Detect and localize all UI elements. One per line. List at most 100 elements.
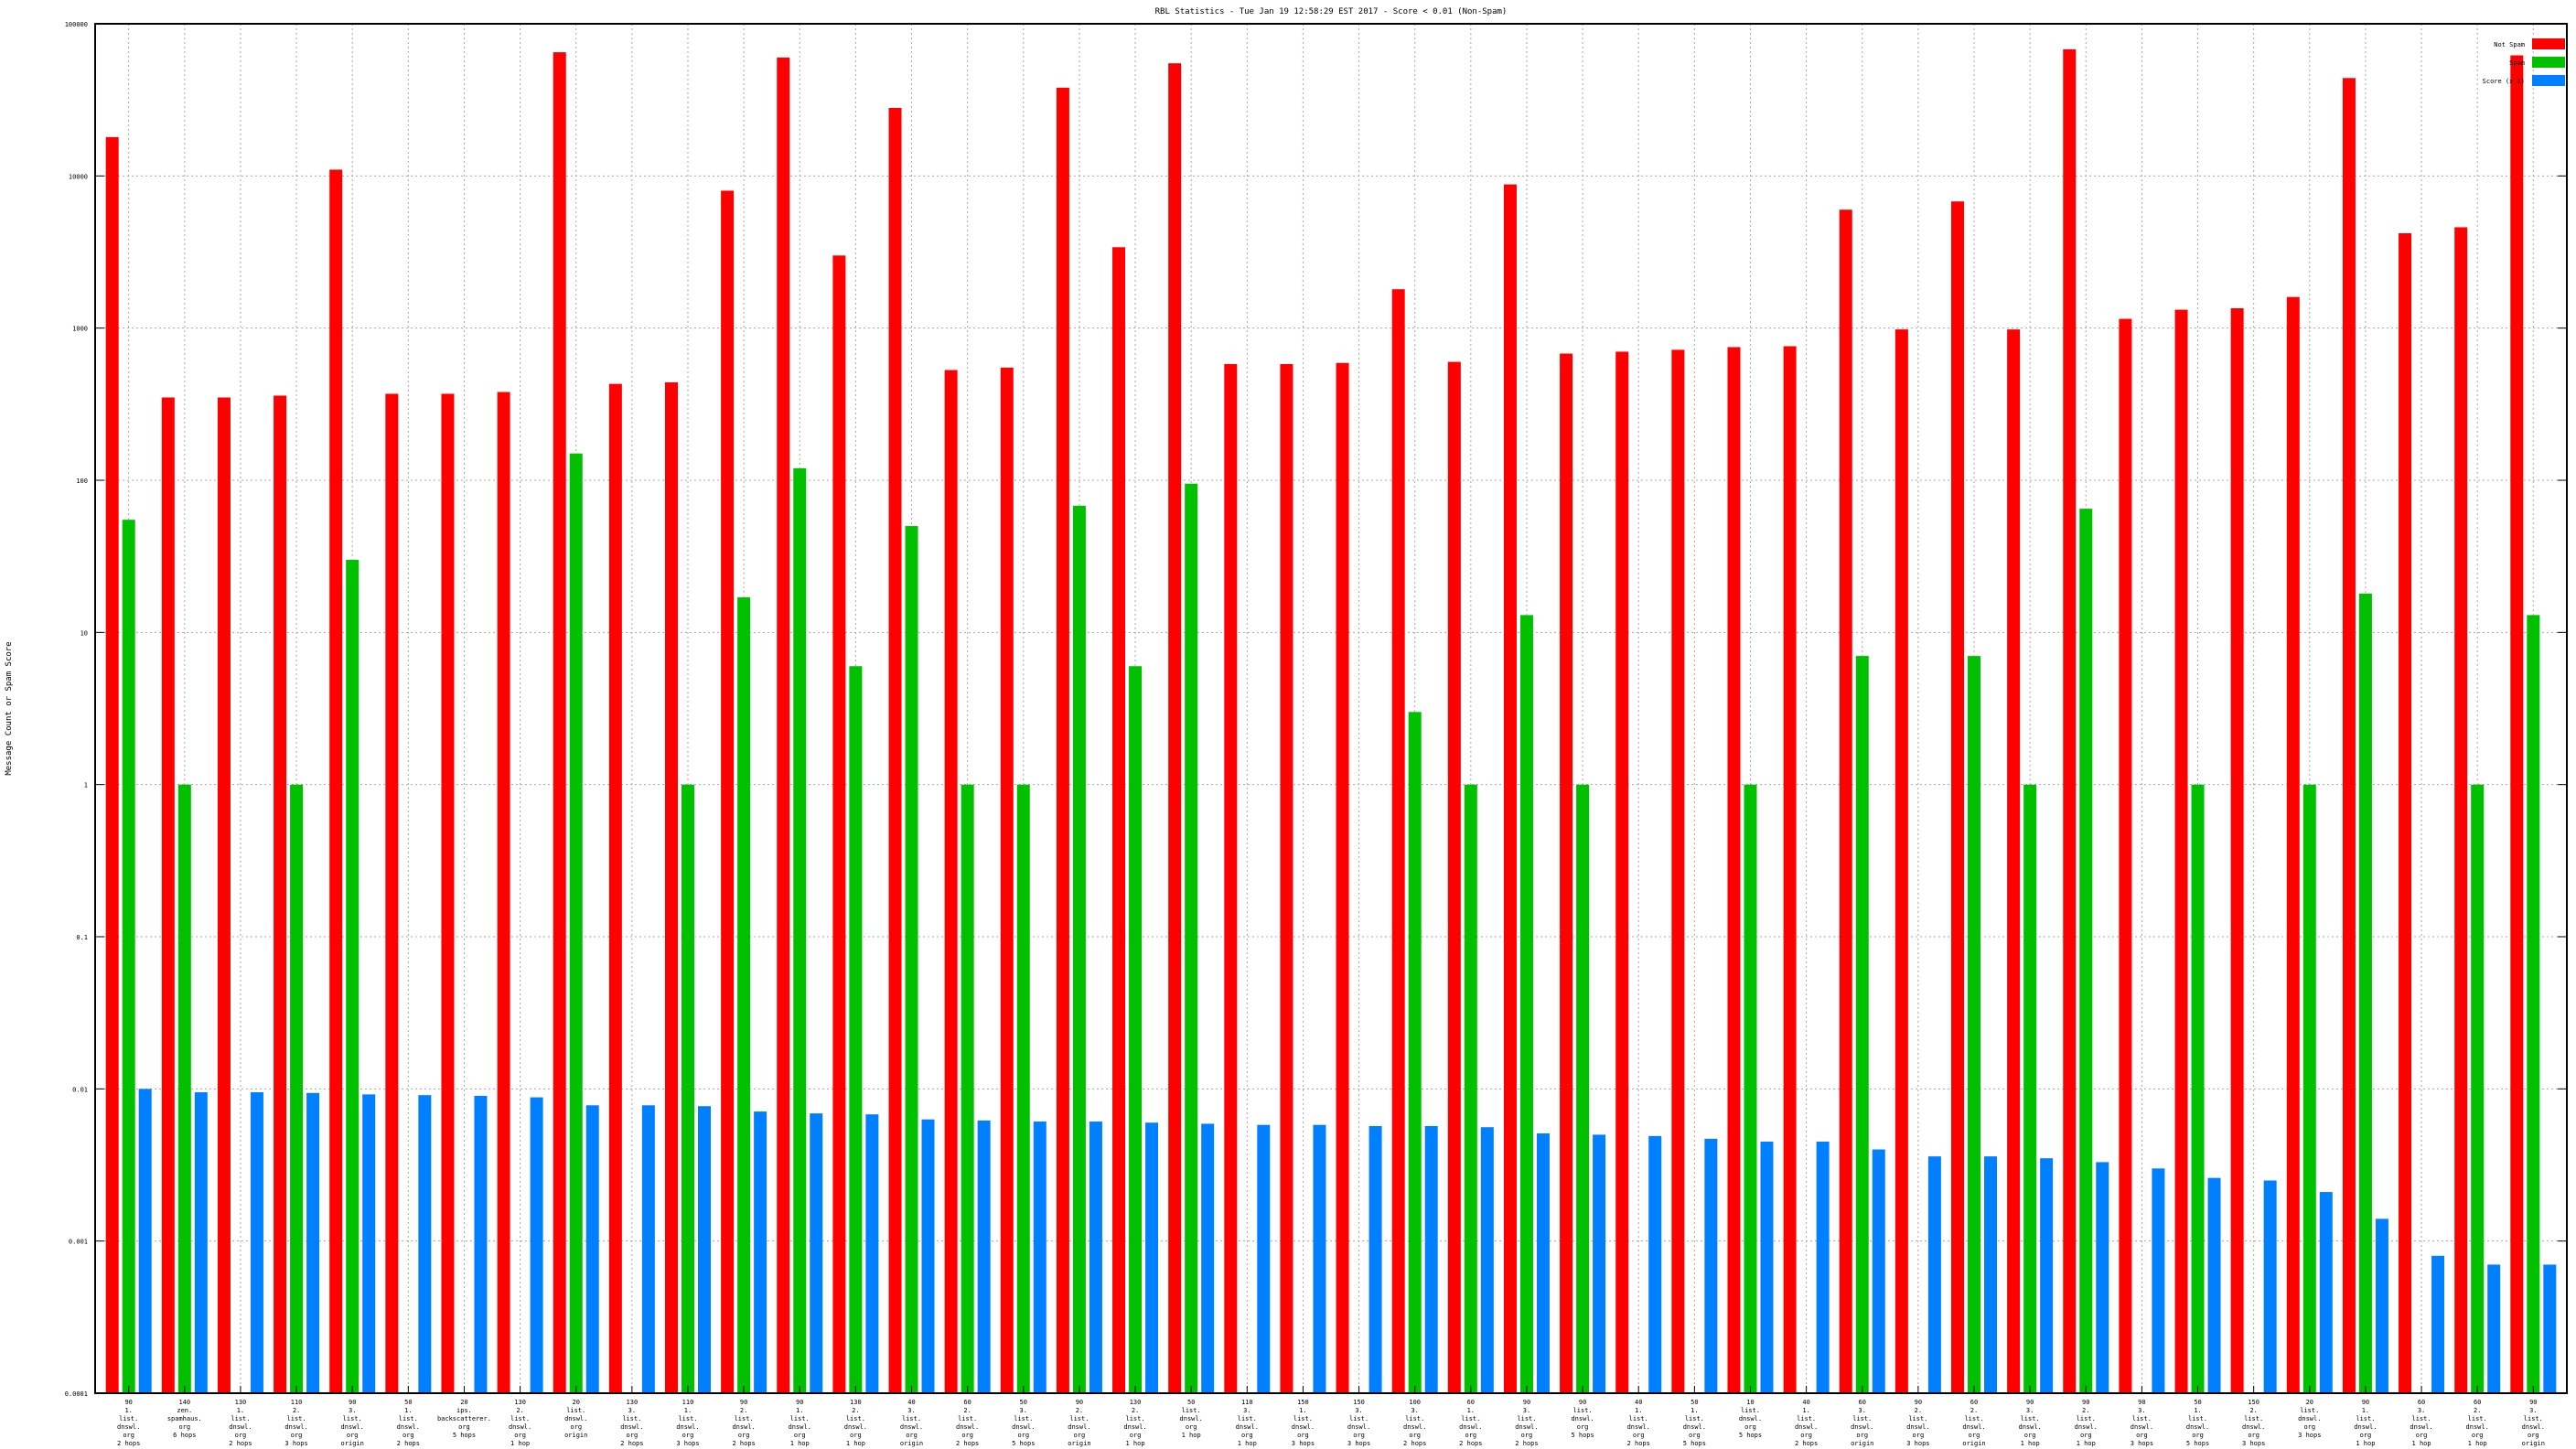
x-tick-label-line: origin (2522, 1440, 2545, 1447)
bar-not-spam (1224, 364, 1238, 1393)
bar-spam (1855, 656, 1869, 1393)
bar-score-x-1 (2263, 1180, 2277, 1393)
x-tick-label-line: org (1186, 1423, 1197, 1431)
x-tick-label-line: 90 (2026, 1399, 2034, 1406)
x-tick-label-line: org (2416, 1432, 2428, 1439)
x-tick-label-line: org (2303, 1423, 2315, 1431)
bar-not-spam (888, 107, 902, 1393)
x-tick-label-line: 1. (1802, 1407, 1809, 1414)
x-tick-label-line: 3 hops (284, 1440, 307, 1447)
x-tick-label-line: list. (2356, 1415, 2375, 1422)
y-tick-label: 100000 (65, 21, 88, 28)
x-tick-label-line: dnswl. (844, 1423, 867, 1431)
x-tick-label-line: 2. (852, 1407, 859, 1414)
y-tick-label: 0.001 (69, 1239, 88, 1246)
x-tick-label-line: 3. (1020, 1407, 1027, 1414)
x-tick-label-line: list. (231, 1415, 250, 1422)
x-tick-label-line: 2 hops (397, 1440, 420, 1447)
chart-title: RBL Statistics - Tue Jan 19 12:58:29 EST… (1155, 7, 1508, 16)
bar-spam (2023, 784, 2037, 1393)
bar-spam (122, 520, 135, 1393)
x-tick-label-line: 60 (1859, 1399, 1866, 1406)
x-tick-label-line: org (570, 1423, 582, 1431)
x-tick-label-line: 2. (293, 1407, 300, 1414)
bar-spam (1968, 656, 1981, 1393)
x-tick-label-line: org (235, 1432, 247, 1439)
x-tick-label-line: org (2248, 1432, 2259, 1439)
x-tick-label-line: org (291, 1432, 303, 1439)
x-tick-label-line: org (1969, 1432, 1980, 1439)
x-tick-label-line: 3. (1859, 1407, 1866, 1414)
x-tick-label-line: dnswl. (1571, 1415, 1594, 1422)
bar-score-x-1 (306, 1092, 320, 1393)
bar-spam (905, 526, 918, 1393)
bar-score-x-1 (2096, 1162, 2109, 1393)
x-tick-label-line: 2 hops (1459, 1440, 1482, 1447)
bar-not-spam (1727, 347, 1741, 1394)
bar-spam (1185, 483, 1198, 1393)
x-tick-label-line: org (2360, 1432, 2372, 1439)
bar-not-spam (2342, 78, 2356, 1394)
x-tick-label-line: dnswl. (620, 1423, 643, 1431)
bar-not-spam (1280, 364, 1293, 1393)
bar-not-spam (1894, 329, 1908, 1393)
x-tick-label-line: 1 hop (2468, 1440, 2487, 1447)
bar-score-x-1 (1593, 1134, 1606, 1393)
x-tick-label-line: list. (1405, 1415, 1424, 1422)
x-tick-label-line: 2 hops (620, 1440, 643, 1447)
x-tick-label-line: 150 (2248, 1399, 2259, 1406)
bar-score-x-1 (1033, 1122, 1046, 1393)
x-tick-label-line: spamhaus. (167, 1415, 202, 1422)
x-tick-label-line: list. (1461, 1415, 1480, 1422)
x-tick-label-line: list. (2077, 1415, 2096, 1422)
x-tick-label-line: list. (1685, 1415, 1704, 1422)
x-tick-label-line: list. (2524, 1415, 2543, 1422)
bar-spam (2471, 784, 2485, 1393)
x-tick-label-line: list. (958, 1415, 977, 1422)
x-tick-label-line: dnswl. (1292, 1423, 1315, 1431)
x-tick-label-line: org (1465, 1432, 1476, 1439)
bar-score-x-1 (921, 1119, 935, 1393)
x-tick-label-line: 1 hop (2077, 1440, 2096, 1447)
x-tick-label-line: org (402, 1432, 414, 1439)
x-tick-label-line: 1 hop (1182, 1432, 1201, 1439)
x-tick-label-line: org (1913, 1432, 1925, 1439)
x-tick-label-line: org (1744, 1423, 1756, 1431)
bar-spam (1129, 666, 1143, 1393)
x-tick-label-line: 2 hops (1515, 1440, 1538, 1447)
bar-not-spam (944, 370, 958, 1393)
x-tick-label-line: 50 (1187, 1399, 1195, 1406)
bar-score-x-1 (1536, 1132, 1550, 1393)
x-tick-label-line: 3. (1523, 1407, 1530, 1414)
x-tick-label-line: 3 hops (2298, 1432, 2321, 1439)
bar-not-spam (1615, 351, 1629, 1394)
bar-spam (1408, 712, 1422, 1393)
x-tick-label-line: origin (341, 1440, 364, 1447)
x-tick-label-line: 3 hops (1347, 1440, 1370, 1447)
bar-not-spam (2174, 309, 2188, 1393)
x-tick-label-line: dnswl. (1123, 1423, 1146, 1431)
x-tick-label-line: 40 (1635, 1399, 1642, 1406)
x-tick-label-line: 20 (573, 1399, 580, 1406)
x-tick-label-line: list. (1293, 1415, 1313, 1422)
x-tick-label-line: 2. (516, 1407, 523, 1414)
x-tick-label-line: 60 (2418, 1399, 2425, 1406)
bar-spam (793, 467, 807, 1393)
bar-not-spam (1503, 184, 1517, 1393)
bar-not-spam (1000, 367, 1014, 1393)
x-tick-label-line: dnswl. (284, 1423, 307, 1431)
x-tick-label-line: 110 (682, 1399, 694, 1406)
